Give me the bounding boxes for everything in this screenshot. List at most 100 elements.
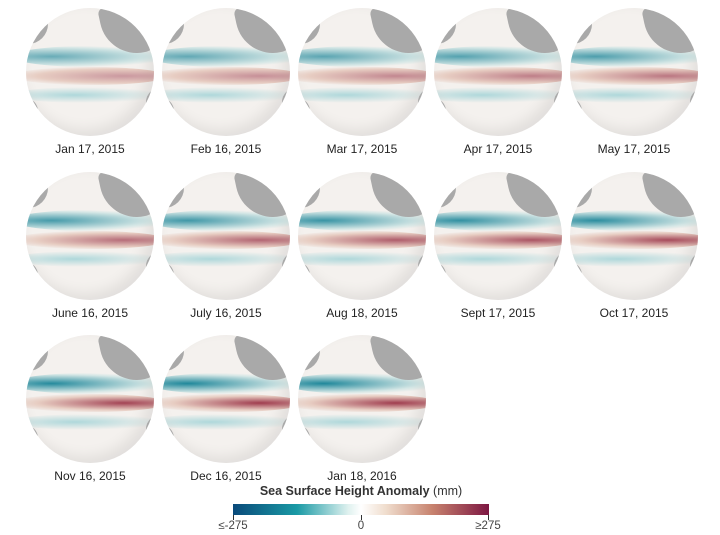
red-anomaly-band xyxy=(26,230,154,249)
south-america-land xyxy=(554,252,562,292)
australia-land xyxy=(26,98,38,124)
teal-anomaly-band xyxy=(26,46,154,67)
red-anomaly-band xyxy=(434,66,562,85)
teal-anomaly-band xyxy=(434,46,562,67)
globe-panel: Sept 17, 2015 xyxy=(430,172,566,320)
teal-south-band xyxy=(434,251,562,267)
globe-map xyxy=(298,172,426,300)
globe-map xyxy=(162,8,290,136)
date-label: July 16, 2015 xyxy=(190,306,262,320)
date-label: Sept 17, 2015 xyxy=(460,306,536,320)
teal-anomaly-band xyxy=(162,373,290,394)
red-anomaly-band xyxy=(570,66,698,85)
tick-label-max: ≥275 xyxy=(475,520,501,532)
globe-map xyxy=(26,8,154,136)
asia-land xyxy=(26,8,48,44)
south-america-land xyxy=(418,252,426,292)
tick-mid xyxy=(361,515,362,520)
teal-south-band xyxy=(26,251,154,267)
teal-anomaly-band xyxy=(162,46,290,67)
australia-land xyxy=(26,262,38,288)
globe-panel: Aug 18, 2015 xyxy=(294,172,430,320)
teal-anomaly-band xyxy=(298,210,426,231)
australia-land xyxy=(570,98,582,124)
globe-map xyxy=(162,335,290,463)
globe-map xyxy=(570,8,698,136)
south-america-land xyxy=(690,88,698,128)
date-label: Feb 16, 2015 xyxy=(190,142,262,156)
asia-land xyxy=(434,8,456,44)
red-anomaly-band xyxy=(298,393,426,412)
asia-land xyxy=(26,335,48,371)
south-america-land xyxy=(282,252,290,292)
south-america-land xyxy=(146,252,154,292)
date-label: May 17, 2015 xyxy=(597,142,671,156)
date-label: Jan 18, 2016 xyxy=(327,469,397,483)
red-anomaly-band xyxy=(298,66,426,85)
teal-anomaly-band xyxy=(570,46,698,67)
red-anomaly-band xyxy=(298,230,426,249)
red-anomaly-band xyxy=(162,66,290,85)
australia-land xyxy=(162,425,174,451)
asia-land xyxy=(162,335,184,371)
australia-land xyxy=(434,262,446,288)
globe-panel: May 17, 2015 xyxy=(566,8,702,156)
asia-land xyxy=(434,172,456,208)
australia-land xyxy=(434,98,446,124)
legend-unit: (mm) xyxy=(433,484,463,498)
date-label: Mar 17, 2015 xyxy=(326,142,398,156)
asia-land xyxy=(162,172,184,208)
red-anomaly-band xyxy=(162,393,290,412)
teal-south-band xyxy=(26,87,154,103)
australia-land xyxy=(162,262,174,288)
globe-panel: Mar 17, 2015 xyxy=(294,8,430,156)
australia-land xyxy=(298,425,310,451)
south-america-land xyxy=(418,415,426,455)
globe-map xyxy=(298,335,426,463)
asia-land xyxy=(298,8,320,44)
australia-land xyxy=(298,262,310,288)
asia-land xyxy=(570,8,592,44)
south-america-land xyxy=(146,88,154,128)
tick-max xyxy=(488,515,489,520)
globe-map xyxy=(162,172,290,300)
globe-panel: Feb 16, 2015 xyxy=(158,8,294,156)
teal-anomaly-band xyxy=(26,373,154,394)
teal-anomaly-band xyxy=(298,373,426,394)
globe-map xyxy=(570,172,698,300)
south-america-land xyxy=(418,88,426,128)
globe-panel: Dec 16, 2015 xyxy=(158,335,294,483)
red-anomaly-band xyxy=(570,230,698,249)
globe-panel: Jan 17, 2015 xyxy=(22,8,158,156)
globe-map xyxy=(298,8,426,136)
teal-south-band xyxy=(298,251,426,267)
date-label: Nov 16, 2015 xyxy=(54,469,126,483)
globe-map xyxy=(26,335,154,463)
teal-south-band xyxy=(162,87,290,103)
teal-anomaly-band xyxy=(162,210,290,231)
date-label: June 16, 2015 xyxy=(51,306,129,320)
globe-map xyxy=(434,8,562,136)
red-anomaly-band xyxy=(26,66,154,85)
teal-south-band xyxy=(26,414,154,430)
asia-land xyxy=(298,335,320,371)
teal-south-band xyxy=(298,87,426,103)
teal-south-band xyxy=(570,87,698,103)
globe-panel: July 16, 2015 xyxy=(158,172,294,320)
date-label: Apr 17, 2015 xyxy=(463,142,533,156)
australia-land xyxy=(298,98,310,124)
south-america-land xyxy=(282,88,290,128)
south-america-land xyxy=(146,415,154,455)
australia-land xyxy=(570,262,582,288)
tick-label-min: ≤-275 xyxy=(218,520,248,532)
australia-land xyxy=(26,425,38,451)
globe-panel: Nov 16, 2015 xyxy=(22,335,158,483)
legend-title-text: Sea Surface Height Anomaly xyxy=(259,484,430,498)
asia-land xyxy=(570,172,592,208)
asia-land xyxy=(26,172,48,208)
colorbar xyxy=(233,504,489,515)
teal-south-band xyxy=(162,414,290,430)
south-america-land xyxy=(554,88,562,128)
tick-label-mid: 0 xyxy=(357,520,365,532)
asia-land xyxy=(298,172,320,208)
